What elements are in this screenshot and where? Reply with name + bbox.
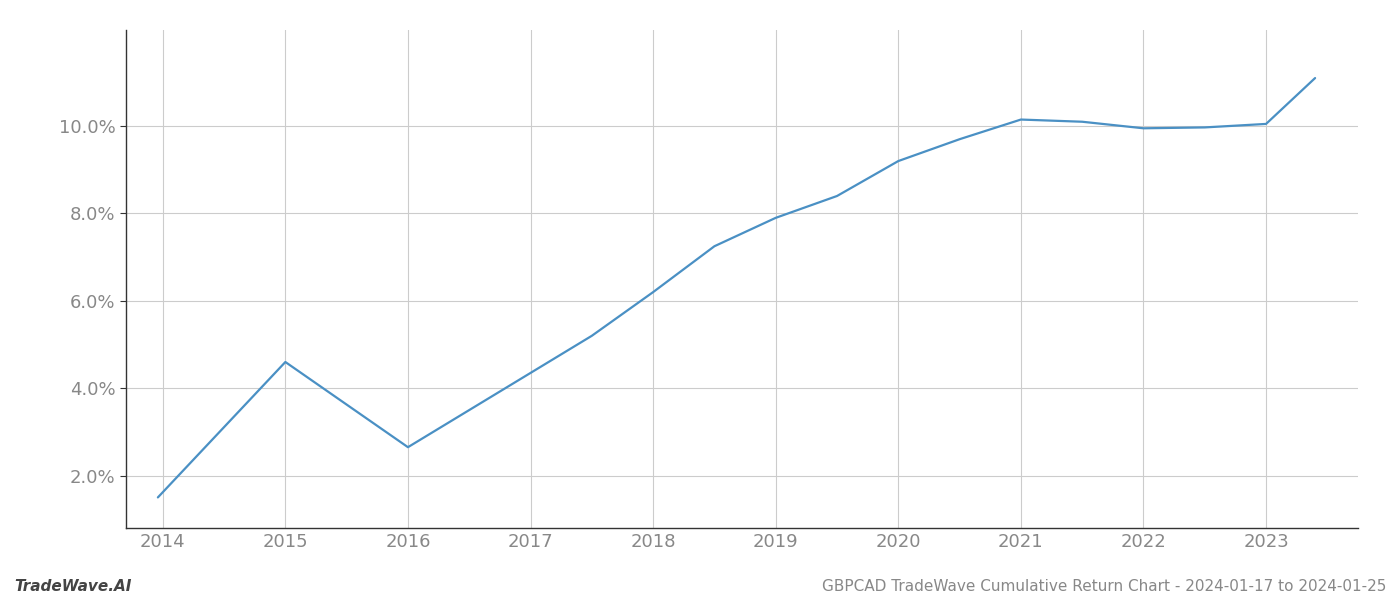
Text: TradeWave.AI: TradeWave.AI: [14, 579, 132, 594]
Text: GBPCAD TradeWave Cumulative Return Chart - 2024-01-17 to 2024-01-25: GBPCAD TradeWave Cumulative Return Chart…: [822, 579, 1386, 594]
